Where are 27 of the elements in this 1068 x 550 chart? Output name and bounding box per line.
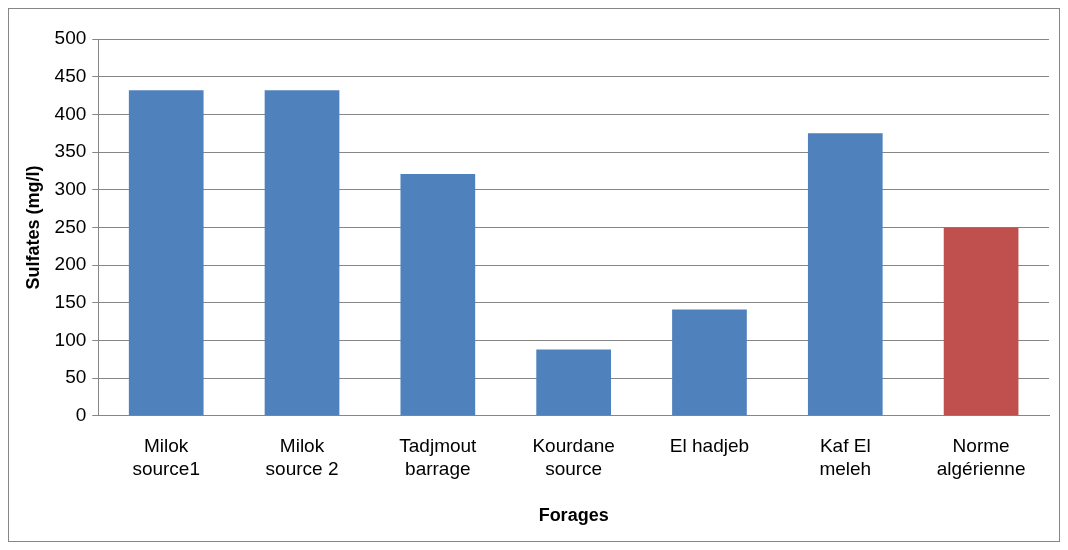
y-tick-label: 150 — [54, 290, 87, 312]
y-tick-label: 50 — [65, 366, 87, 388]
x-tick-label: Milok source 2 — [265, 435, 339, 480]
y-tick-label: 200 — [54, 253, 87, 275]
bar — [400, 173, 476, 416]
x-tick-label: Norme algérienne — [936, 435, 1026, 480]
y-tick-label: 350 — [54, 140, 87, 162]
y-tick-label: 250 — [54, 215, 87, 237]
y-tick-label: 100 — [54, 328, 87, 350]
bar — [672, 309, 747, 416]
bar — [807, 133, 883, 416]
bar — [943, 227, 1019, 416]
bar — [264, 90, 340, 416]
bar — [128, 90, 204, 416]
x-tick-label: Kourdane source — [532, 435, 615, 480]
x-tick-label: Kaf El meleh — [819, 435, 872, 480]
y-tick-label: 300 — [54, 177, 87, 199]
y-tick-label: 400 — [54, 102, 87, 124]
y-axis-title: Sulfates (mg/l) — [22, 165, 43, 290]
x-tick-label: Tadjmout barrage — [399, 435, 478, 480]
x-tick-label: Milok source1 — [132, 435, 201, 480]
y-tick-label: 450 — [54, 64, 87, 86]
y-tick-label: 0 — [75, 404, 87, 426]
y-tick-label: 500 — [54, 27, 87, 49]
bar — [536, 349, 611, 416]
x-tick-label: El hadjeb — [669, 435, 750, 457]
x-axis-title: Forages — [538, 505, 609, 526]
